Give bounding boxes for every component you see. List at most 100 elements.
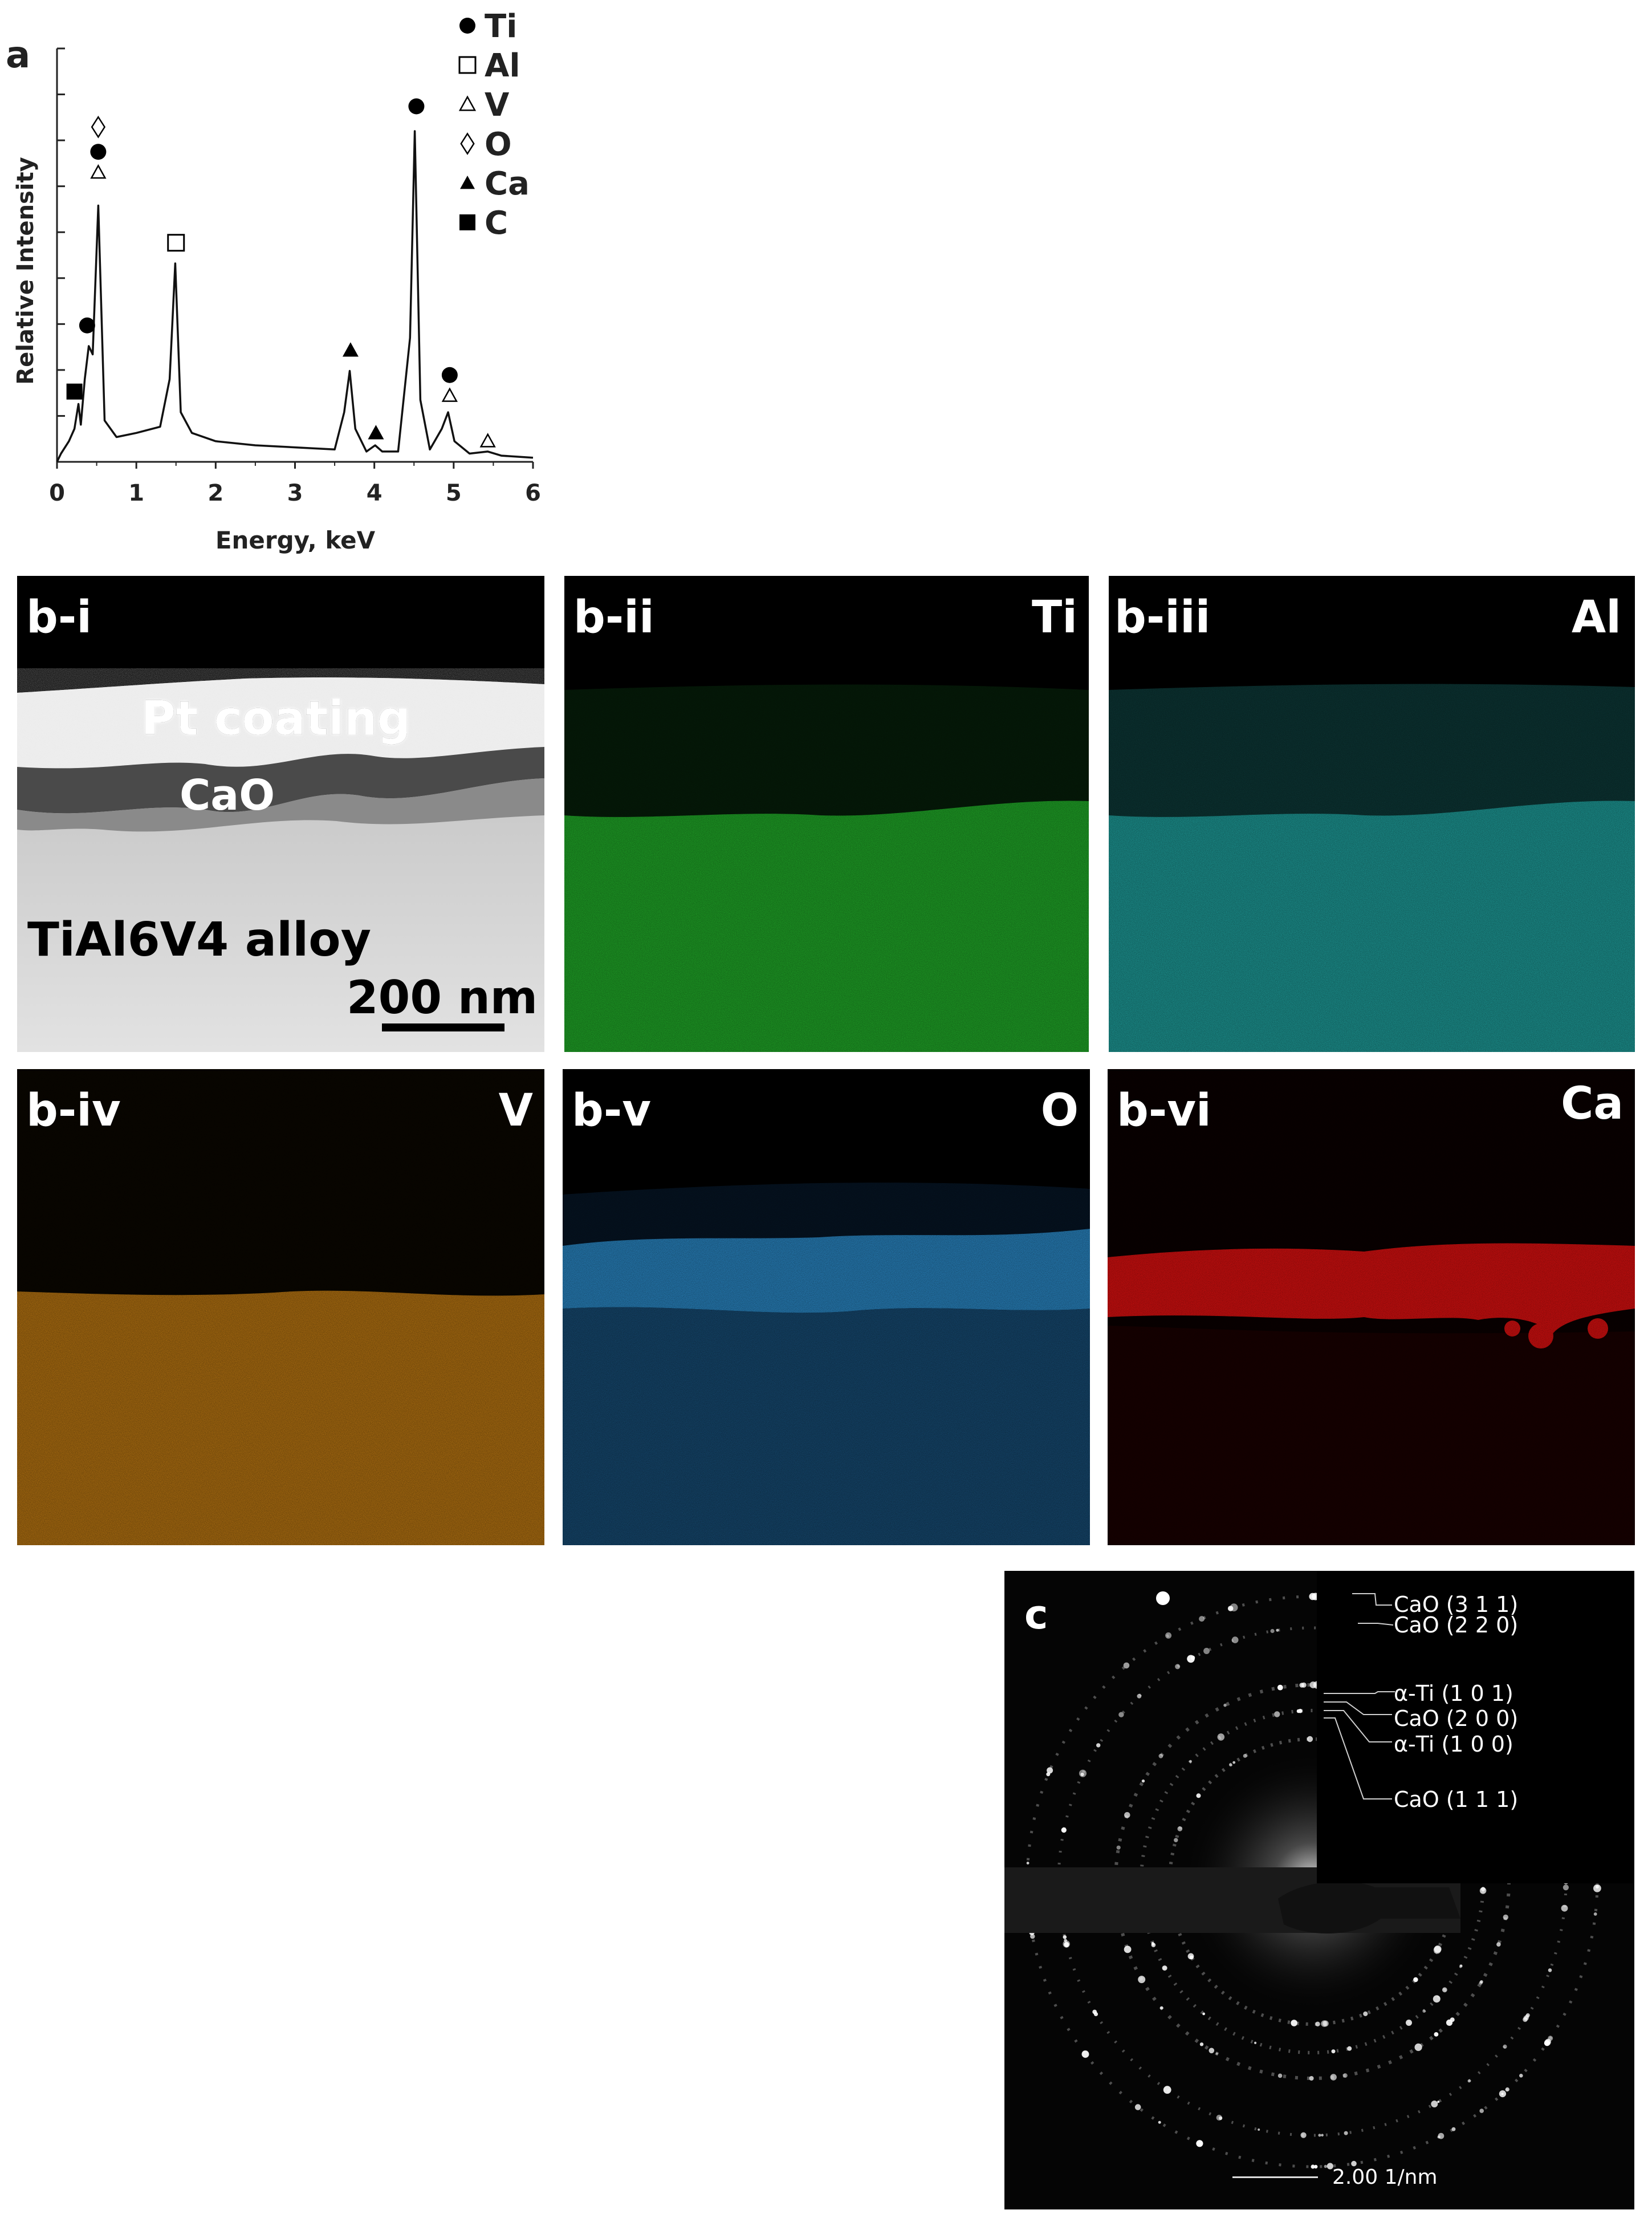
peak-marker-ti [441, 367, 458, 383]
element-label: Ca [1561, 1078, 1623, 1130]
diffraction-spot [1079, 1769, 1087, 1777]
diffraction-spot [1523, 2015, 1529, 2021]
peak-marker-c [66, 383, 83, 400]
diffraction-spot [1196, 1793, 1201, 1798]
diffraction-spot [1174, 1838, 1178, 1842]
ring-label: α-Ti (1 0 0) [1394, 1732, 1513, 1757]
diffraction-spot [1344, 2131, 1348, 2135]
diffraction-spot [1291, 2020, 1297, 2026]
diffraction-spot [1190, 1655, 1195, 1660]
diffraction-spot [1321, 2020, 1328, 2027]
diffraction-spot [1437, 2101, 1440, 2103]
panel-b-vi-ca-map: b-vi Ca [1108, 1069, 1635, 1545]
peak-marker-ti [90, 144, 107, 160]
diffraction-spot [1177, 1826, 1183, 1831]
peak-markers [66, 98, 496, 448]
diffraction-spot [1158, 2121, 1161, 2124]
legend-label: O [485, 126, 512, 163]
diffraction-spot [1199, 1616, 1205, 1622]
diffraction-spot [1406, 2020, 1412, 2026]
peak-marker-v [479, 433, 496, 448]
ring-label: CaO (2 2 0) [1394, 1612, 1519, 1638]
diffraction-spot [1118, 1712, 1124, 1717]
diffraction-spot [1156, 1591, 1170, 1605]
diffraction-spot [1301, 1682, 1307, 1688]
scale-bar-label: 200 nm [347, 971, 538, 1024]
diffraction-spot [1314, 2164, 1318, 2169]
panel-b-v-o-map: b-v O [563, 1069, 1090, 1545]
element-label: Ti [1032, 592, 1077, 643]
element-label: V [498, 1085, 533, 1136]
eds-spectrum-chart: a 0 1 2 3 4 5 6 Energy, keV Relative Intensity… [6, 8, 541, 554]
legend-label: V [485, 87, 510, 124]
diffraction-spot [1163, 2086, 1171, 2094]
diffraction-spot [1479, 2109, 1484, 2113]
diffraction-spot [1434, 2032, 1439, 2037]
diffraction-spot [1116, 1845, 1121, 1850]
diffraction-spot [1202, 2012, 1205, 2016]
legend-symbol-v [458, 95, 477, 111]
pt-coating-label: Pt coating [141, 692, 411, 746]
diffraction-spot [1331, 2049, 1336, 2054]
diffraction-spot [1433, 1995, 1441, 2003]
diffraction-spot [1479, 1981, 1483, 1985]
diffraction-spot [1165, 1632, 1172, 1639]
diffraction-spot [1189, 1760, 1192, 1763]
diffraction-spot [1277, 1684, 1283, 1691]
peak-marker-ca [368, 425, 384, 440]
diffraction-spot [1137, 1693, 1142, 1699]
diffraction-spot [1479, 1887, 1487, 1894]
diffraction-spot [1595, 1885, 1599, 1889]
diffraction-spot [1141, 1779, 1145, 1783]
diffraction-spot [1327, 2163, 1333, 2170]
diffraction-spot [1203, 1648, 1210, 1654]
panel-b-iii-al-map: b-iii Al [1109, 576, 1635, 1052]
diffraction-spot [1231, 1636, 1239, 1643]
peak-marker-v [441, 387, 458, 402]
panel-label: c [1024, 1591, 1048, 1638]
diffraction-spot [1229, 1763, 1232, 1766]
diffraction-spot [1254, 2041, 1257, 2044]
diffraction-spot [1162, 1965, 1167, 1971]
diffraction-spot [1243, 1754, 1247, 1758]
diffraction-spot [1351, 2160, 1357, 2167]
diffraction-spot [1187, 1953, 1194, 1960]
diffraction-spot [1199, 2042, 1204, 2046]
legend-symbol-al [458, 56, 477, 74]
diffraction-spot [1230, 1603, 1238, 1612]
diffraction-spot [1437, 2135, 1441, 2139]
diffraction-spot [1124, 1812, 1130, 1818]
x-tick-labels: 0 1 2 3 4 5 6 [49, 480, 541, 506]
legend-label: Al [485, 47, 520, 84]
peak-marker-o [91, 115, 106, 139]
diffraction-spot [1414, 2043, 1422, 2052]
panel-b-iv-v-map: b-iv V [17, 1069, 544, 1545]
legend-symbol-ca [460, 176, 475, 189]
legend-label: Ti [485, 8, 517, 45]
x-tick-label: 3 [287, 480, 303, 506]
diffraction-spot [1216, 2114, 1222, 2121]
diffraction-spot [1232, 1761, 1236, 1764]
panel-b-ii-ti-map: b-ii Ti [564, 576, 1089, 1052]
diffraction-spot [1563, 1884, 1569, 1891]
x-tick-label: 6 [525, 480, 541, 506]
diffraction-spot [1413, 1977, 1418, 1983]
legend-symbol-o [460, 132, 475, 155]
diffraction-spot [1134, 2104, 1141, 2110]
diffraction-spot [1496, 1942, 1501, 1947]
diffraction-spot [1442, 1987, 1447, 1993]
diffraction-spot [1277, 2073, 1283, 2078]
diffraction-pattern [1004, 1571, 1634, 2209]
diffraction-spot [1363, 2011, 1368, 2016]
diffraction-spot [1061, 1827, 1067, 1833]
alloy-label: TiAl6V4 alloy [27, 913, 372, 967]
scale-bar-label: 2.00 1/nm [1332, 2166, 1438, 2189]
legend-label: Ca [485, 165, 530, 202]
diffraction-spot [1311, 2164, 1315, 2169]
diffraction-spot [1096, 1743, 1101, 1748]
diffraction-spot [1505, 2087, 1509, 2092]
spectrum-line [56, 130, 534, 462]
diffraction-spot [1503, 1914, 1508, 1920]
element-label: O [1040, 1085, 1079, 1136]
diffraction-spot [1451, 2127, 1456, 2131]
